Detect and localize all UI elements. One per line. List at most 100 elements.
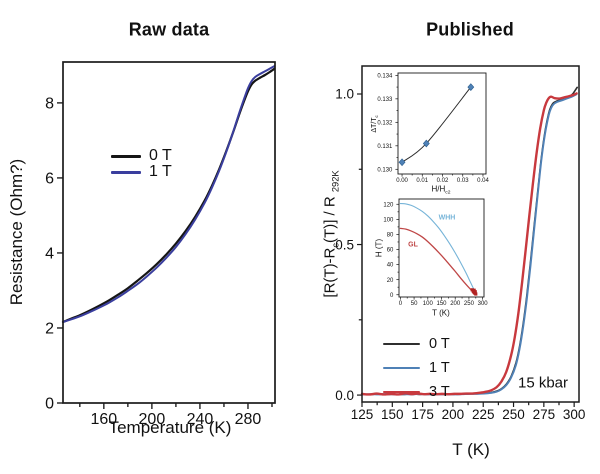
y-tick-label: 0.131: [377, 144, 393, 150]
x-tick-label: 0.01: [416, 178, 428, 184]
right-y-axis-label: [R(T)-Rc(T)] / R 292K: [321, 170, 340, 297]
inset2-y-axis-label: H (T): [374, 238, 384, 258]
y-tick-label: 0.5: [335, 237, 354, 252]
x-tick-label: 250: [464, 301, 475, 307]
y-tick-label: 0.130: [377, 167, 393, 173]
y-tick-label: 40: [387, 263, 394, 269]
legend-item-0t: 0 T: [111, 147, 172, 164]
right-y-label-part: (T)] / R: [321, 192, 339, 243]
x-tick-label: 0.04: [477, 178, 489, 184]
y-tick-label: 0: [45, 396, 54, 413]
x-tick-label: 0.02: [437, 178, 449, 184]
y-tick-label: 120: [383, 202, 394, 208]
chart-raw: 160 200 240 280 0 2 4 6 8: [45, 61, 276, 428]
axis-ticks: [57, 102, 273, 409]
legend-label-1t: 1 T: [149, 163, 172, 180]
legend-label-3t: 3 T: [429, 384, 450, 400]
legend-label-0t: 0 T: [149, 147, 172, 164]
x-tick-label: 100: [423, 301, 434, 307]
inset2-x-axis-label: T (K): [432, 308, 450, 318]
x-tick-label: 0: [399, 301, 403, 307]
left-panel-title: Raw data: [128, 19, 210, 40]
legend-line-1t: [383, 366, 420, 370]
inset2-whh-curve-label: WHH: [438, 214, 456, 222]
data-point-diamond: [422, 139, 430, 148]
right-y-label-part: [R(T)-R: [321, 247, 339, 298]
x-tick-label: 200: [450, 301, 461, 307]
x-tick-label: 200: [442, 407, 465, 422]
x-tick-label: 150: [436, 301, 447, 307]
y-tick-label: 100: [383, 217, 394, 223]
x-tick-label: 150: [381, 407, 404, 422]
inset1-x-label-sub: c2: [445, 190, 451, 196]
y-tick-label: 0.133: [377, 97, 393, 103]
plot-border: [361, 65, 580, 403]
x-tick-label: 275: [533, 407, 556, 422]
x-tick-label: 225: [472, 407, 495, 422]
x-tick-label: 50: [411, 301, 418, 307]
inset1-x-axis-label: H/Hc2: [431, 184, 450, 195]
y-tick-label: 8: [45, 95, 54, 112]
y-tick-label: 0: [390, 293, 394, 299]
right-panel-title: Published: [426, 19, 514, 40]
right-y-label-sub-c: c: [330, 242, 341, 248]
y-tick-label: 0.132: [377, 120, 393, 126]
left-y-axis-label: Resistance (Ohm?): [7, 158, 26, 306]
axis-ticks: [357, 93, 575, 407]
y-tick-label: 60: [387, 248, 394, 254]
y-tick-label: 4: [45, 246, 54, 263]
inset1-x-label-part: H/H: [431, 184, 446, 194]
series-line-0-t: [61, 67, 276, 324]
legend-item-1t: 1 T: [111, 163, 172, 180]
y-tick-label: 20: [387, 278, 394, 284]
inset2-gl-curve-label: GL: [408, 241, 418, 249]
data-point-square: [474, 292, 478, 296]
legend-item-1t: 1 T: [383, 356, 450, 380]
inset1-y-axis-label: ΔT/Tc: [371, 115, 379, 132]
x-tick-label: 125: [351, 407, 374, 422]
pressure-annotation: 15 kbar: [517, 374, 569, 392]
legend-item-3t: 3 T: [383, 380, 450, 404]
y-tick-label: 80: [387, 233, 394, 239]
legend-label-1t: 1 T: [429, 360, 450, 376]
right-x-axis-label: T (K): [452, 440, 490, 459]
x-tick-label: 240: [187, 411, 214, 428]
x-tick-label: 0.03: [457, 178, 469, 184]
x-tick-label: 300: [563, 407, 586, 422]
x-tick-label: 200: [139, 411, 166, 428]
left-legend: 0 T 1 T: [111, 147, 172, 180]
y-tick-label: 1.0: [335, 87, 354, 102]
x-tick-label: 160: [90, 411, 117, 428]
x-tick-label: 280: [235, 411, 262, 428]
legend-line-0t: [111, 154, 141, 158]
right-legend: 0 T 1 T 3 T: [383, 332, 450, 404]
chart-i1: 0.00 0.01 0.02 0.03 0.04 0.130 0.131 0.132 0.133…: [377, 72, 489, 184]
plot-border: [62, 61, 276, 404]
data-point-diamond: [467, 83, 475, 91]
left-x-axis-label: Temperature (K): [108, 418, 232, 437]
data-point-diamond: [398, 158, 406, 167]
x-tick-label: 0.00: [396, 178, 408, 184]
x-tick-label: 250: [502, 407, 525, 422]
y-tick-label: 6: [45, 171, 54, 188]
data-point-square: [473, 290, 477, 294]
y-tick-label: 2: [45, 321, 54, 338]
x-tick-label: 175: [411, 407, 434, 422]
legend-line-1t: [111, 170, 141, 174]
x-tick-label: 300: [478, 301, 489, 307]
y-tick-label: 0.0: [335, 388, 354, 403]
legend-line-0t: [383, 342, 420, 346]
legend-item-0t: 0 T: [383, 332, 450, 356]
legend-line-3t: [383, 390, 420, 394]
plot-border: [398, 198, 485, 298]
legend-label-0t: 0 T: [429, 336, 450, 352]
inset1-y-label-sub: c: [373, 115, 379, 118]
right-y-label-sub-292k: 292K: [330, 170, 341, 193]
plot-border: [397, 72, 487, 175]
series-line-1-t: [62, 65, 276, 323]
inset1-y-label-part: ΔT/T: [371, 117, 379, 133]
